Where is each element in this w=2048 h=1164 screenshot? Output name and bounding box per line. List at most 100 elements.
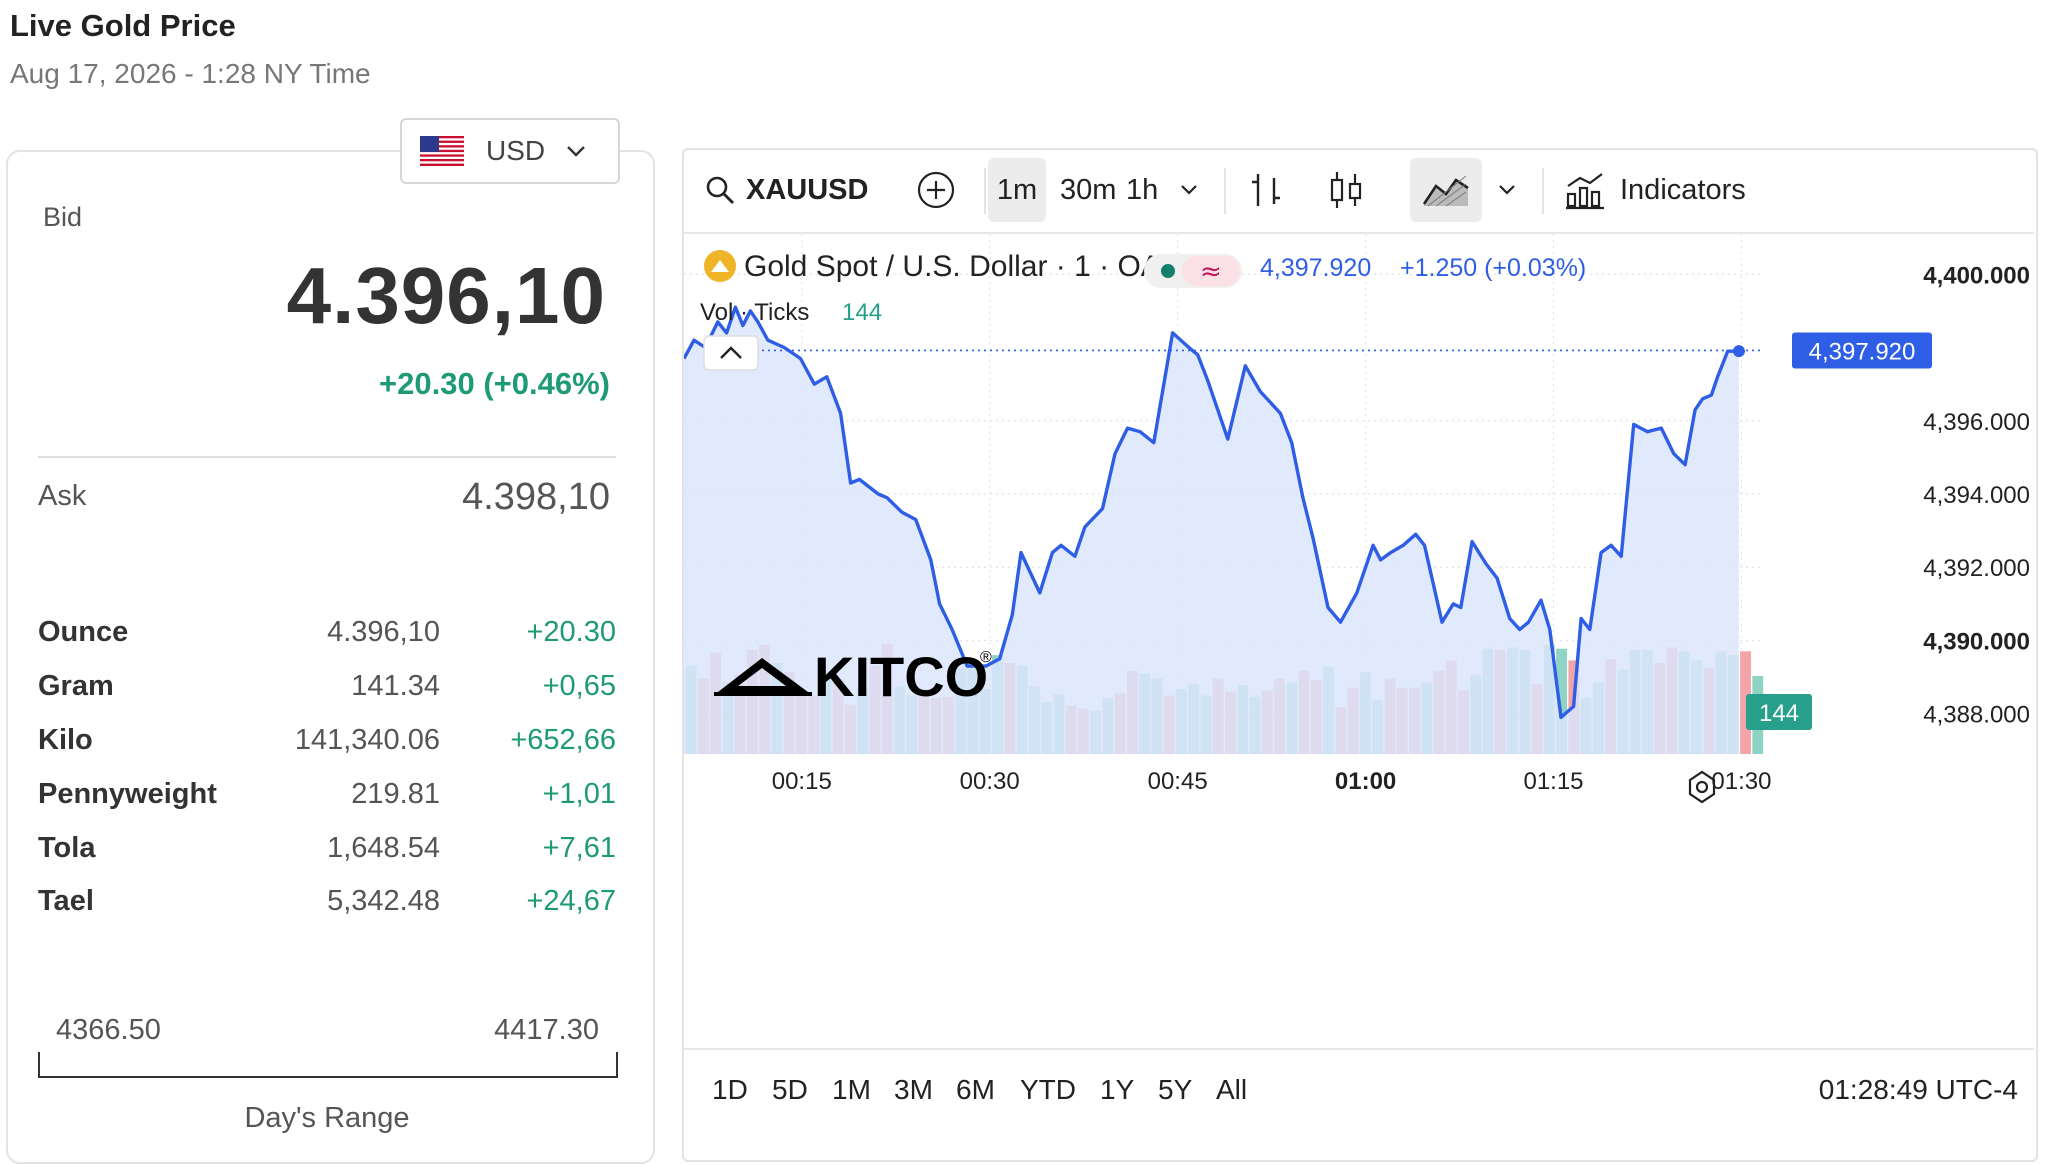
market-open-icon (1161, 264, 1175, 278)
search-icon (706, 176, 734, 204)
ask-label: Ask (38, 480, 87, 512)
last-price-tag-bg (1792, 332, 1932, 369)
y-axis-labels: 4,400.000 4,396.000 4,394.000 4,392.000 4,39… (1923, 262, 2030, 728)
period-3m[interactable]: 3M (894, 1074, 933, 1105)
kitco-registered-mark: ® (980, 649, 992, 666)
unit-price: 5,342.48 (327, 885, 440, 917)
unit-row-tael: Tael 5,342.48 +24,67 (38, 885, 616, 925)
unit-price: 4.396,10 (327, 616, 440, 648)
interval-1h[interactable]: 1h (1126, 150, 1158, 230)
chart-style-dropdown[interactable] (1496, 150, 1518, 230)
bars-icon (1252, 174, 1280, 206)
unit-name: Gram (38, 670, 114, 702)
clock: 01:28:49 UTC-4 (1818, 1074, 2018, 1105)
volume-tag-text: 144 (1759, 700, 1799, 727)
unit-name: Ounce (38, 616, 129, 648)
last-price-tag: 4,397.920 (1792, 332, 1932, 369)
unit-price: 141,340.06 (294, 724, 440, 756)
unit-change: +0,65 (542, 670, 616, 702)
unit-name: Pennyweight (38, 778, 217, 810)
y-tick-label: 4,390.000 (1923, 628, 2030, 655)
chevron-up-icon (720, 346, 742, 359)
compare-button[interactable] (916, 150, 956, 230)
currency-label: USD (486, 135, 546, 166)
y-tick-label: 4,396.000 (1923, 409, 2030, 436)
period-1m[interactable]: 1M (832, 1074, 871, 1105)
period-ytd[interactable]: YTD (1020, 1074, 1076, 1105)
unit-change: +20.30 (526, 616, 616, 648)
area-chart-icon (1422, 175, 1469, 207)
price-chart[interactable]: 4,400.000 4,396.000 4,394.000 4,392.000 4,39… (684, 234, 2034, 1046)
day-range-label: Day's Range (244, 1102, 410, 1134)
gold-coin-glyph (711, 260, 729, 272)
approx-icon: ≈ (1200, 257, 1222, 287)
interval-label: 1m (996, 173, 1038, 206)
kitco-mark-icon (718, 658, 808, 692)
plus-circle-icon (917, 171, 955, 209)
last-price-dot (1732, 345, 1745, 358)
x-tick-label: 01:00 (1335, 768, 1396, 795)
day-range-bar (38, 1052, 618, 1078)
interval-label: 1h (1126, 173, 1159, 206)
bid-label: Bid (43, 202, 83, 232)
x-tick-label: 01:15 (1523, 768, 1583, 795)
x-tick-label: 00:30 (960, 768, 1020, 795)
bid-value: 4.396,10 (286, 251, 606, 340)
legend-change: +1.250 (+0.03%) (1400, 254, 1586, 282)
unit-change: +1,01 (542, 778, 616, 810)
volume-bar (1740, 651, 1751, 754)
chevron-down-icon (567, 146, 585, 157)
volume-tag: 144 (1746, 694, 1812, 730)
bottom-divider (684, 1048, 2034, 1050)
indicators-button[interactable]: Indicators (1564, 150, 1746, 230)
x-tick-label: 01:30 (1711, 768, 1771, 795)
chevron-down-icon (1499, 185, 1515, 195)
candles-icon (1330, 172, 1362, 208)
last-price-tag-text: 4,397.920 (1809, 338, 1916, 365)
data-delay-pill (1182, 256, 1240, 286)
period-5y[interactable]: 5Y (1158, 1074, 1193, 1105)
legend-title: Gold Spot / U.S. Dollar · 1 · OANDA (744, 250, 1224, 283)
collapse-legend-button[interactable] (703, 335, 759, 371)
period-1y[interactable]: 1Y (1100, 1074, 1135, 1105)
volume-bar (1556, 648, 1568, 754)
x-axis-labels: 00:15 00:30 00:45 01:00 01:15 01:30 (772, 768, 1772, 795)
unit-change: +652,66 (510, 724, 616, 756)
y-tick-label: 4,392.000 (1923, 555, 2030, 582)
interval-label: 30m (1060, 173, 1117, 206)
y-tick-label: 4,388.000 (1923, 702, 2030, 729)
page-title: Live Gold Price (10, 8, 236, 43)
chart-settings-button[interactable] (1688, 770, 1716, 804)
toolbar-divider (1542, 168, 1544, 214)
unit-change: +24,67 (526, 885, 616, 917)
chart-toolbar: XAUUSD 1m 30m 1h Indicators (684, 150, 2034, 234)
toolbar-divider (984, 168, 986, 214)
toolbar-divider (1224, 168, 1226, 214)
symbol-label: XAUUSD (746, 173, 869, 206)
interval-dropdown[interactable] (1178, 150, 1200, 230)
interval-1m[interactable]: 1m (988, 158, 1046, 222)
period-1d[interactable]: 1D (712, 1074, 748, 1105)
period-6m[interactable]: 6M (956, 1074, 995, 1105)
unit-price: 219.81 (351, 778, 440, 810)
unit-change: +7,61 (542, 832, 616, 864)
unit-name: Tael (38, 885, 94, 917)
area-style-button[interactable] (1410, 158, 1482, 222)
period-all[interactable]: All (1216, 1074, 1248, 1105)
y-tick-label: 4,400.000 (1923, 262, 2030, 289)
symbol-search[interactable]: XAUUSD (704, 150, 868, 230)
legend-price: 4,397.920 (1260, 254, 1371, 282)
interval-30m[interactable]: 30m (1060, 150, 1116, 230)
bar-style-button[interactable] (1248, 150, 1284, 230)
currency-selector[interactable]: USD (400, 118, 620, 184)
indicators-icon (1566, 173, 1604, 210)
indicators-label: Indicators (1620, 173, 1746, 206)
unit-row-pennyweight: Pennyweight 219.81 +1,01 (38, 778, 616, 818)
period-5d[interactable]: 5D (772, 1074, 808, 1105)
vol-value: 144 (842, 299, 882, 326)
chevron-down-icon (1181, 185, 1197, 195)
volume-tag-bg (1746, 694, 1812, 730)
candles-button[interactable] (1328, 150, 1364, 230)
x-tick-label: 00:45 (1148, 768, 1208, 795)
page-subtitle: Aug 17, 2026 - 1:28 NY Time (10, 58, 371, 89)
